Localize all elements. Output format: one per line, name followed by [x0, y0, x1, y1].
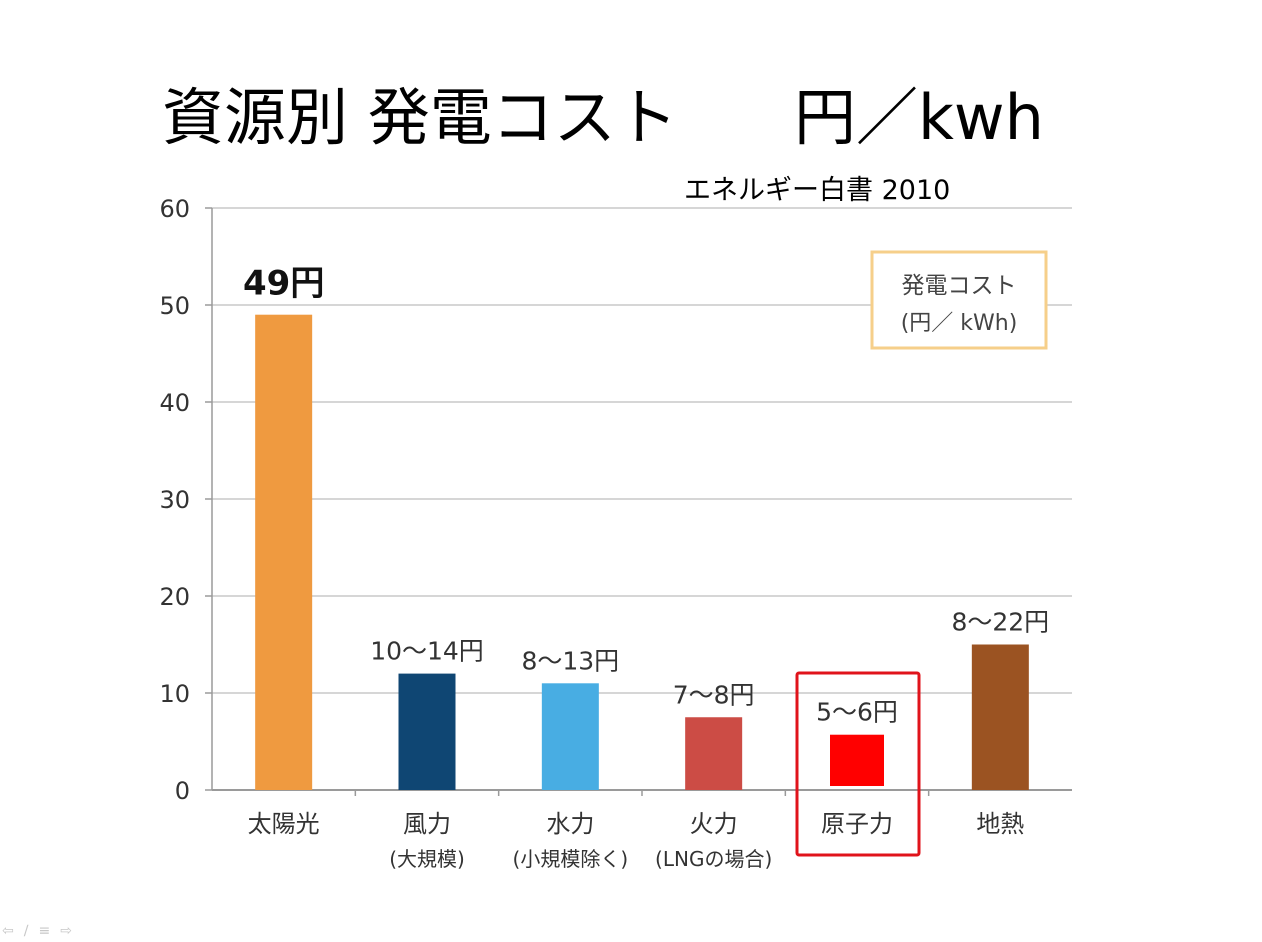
legend-line-2: (円／ kWh) [901, 311, 1018, 336]
pen-icon[interactable]: ∕ [23, 923, 29, 939]
y-tick-label: 10 [159, 680, 190, 708]
legend-box [870, 250, 1048, 350]
data-label-2: 10～14円 [370, 637, 484, 666]
y-tick-label: 50 [159, 292, 190, 320]
category-label: 風力 [403, 810, 451, 838]
bar-3 [541, 683, 599, 790]
bar-4 [685, 717, 743, 790]
legend-line-1: 発電コスト [902, 273, 1017, 299]
bar-6 [971, 644, 1029, 790]
category-label: 火力 [690, 810, 738, 838]
slideshow-nav: ⇦ ∕ ≡ ⇨ [2, 922, 72, 940]
y-tick-label: 30 [159, 486, 190, 514]
data-label-6: 8～22円 [951, 608, 1049, 637]
bar-2 [398, 673, 456, 790]
category-label: 水力 [546, 810, 594, 838]
category-label: 原子力 [821, 810, 893, 838]
category-sublabel: (小規模除く) [513, 847, 629, 871]
bar-5 [830, 734, 884, 786]
source-label: エネルギー白書 2010 [684, 175, 951, 206]
slide-title: 資源別 発電コスト 円／kwh [162, 78, 1082, 158]
arrow-right-icon[interactable]: ⇨ [60, 923, 72, 939]
arrow-left-icon[interactable]: ⇦ [2, 923, 14, 939]
y-tick-label: 20 [159, 583, 190, 611]
category-sublabel: (LNGの場合) [655, 847, 772, 871]
data-label-4: 7～8円 [673, 680, 755, 709]
data-label-1: 49円 [243, 264, 324, 304]
data-label-3: 8～13円 [521, 646, 619, 675]
y-tick-label: 40 [159, 389, 190, 417]
bar-1 [255, 314, 313, 790]
category-label: 太陽光 [248, 810, 320, 838]
highlight-box [795, 671, 921, 857]
title-main: 資源別 発電コスト [162, 81, 678, 154]
category-label: 地熱 [976, 810, 1024, 838]
category-sublabel: (大規模) [389, 847, 465, 871]
y-tick-label: 60 [159, 195, 190, 223]
y-tick-label: 0 [175, 777, 190, 805]
data-label-5: 5～6円 [816, 698, 898, 727]
menu-icon[interactable]: ≡ [38, 923, 51, 939]
title-unit: 円／kwh [794, 81, 1044, 154]
